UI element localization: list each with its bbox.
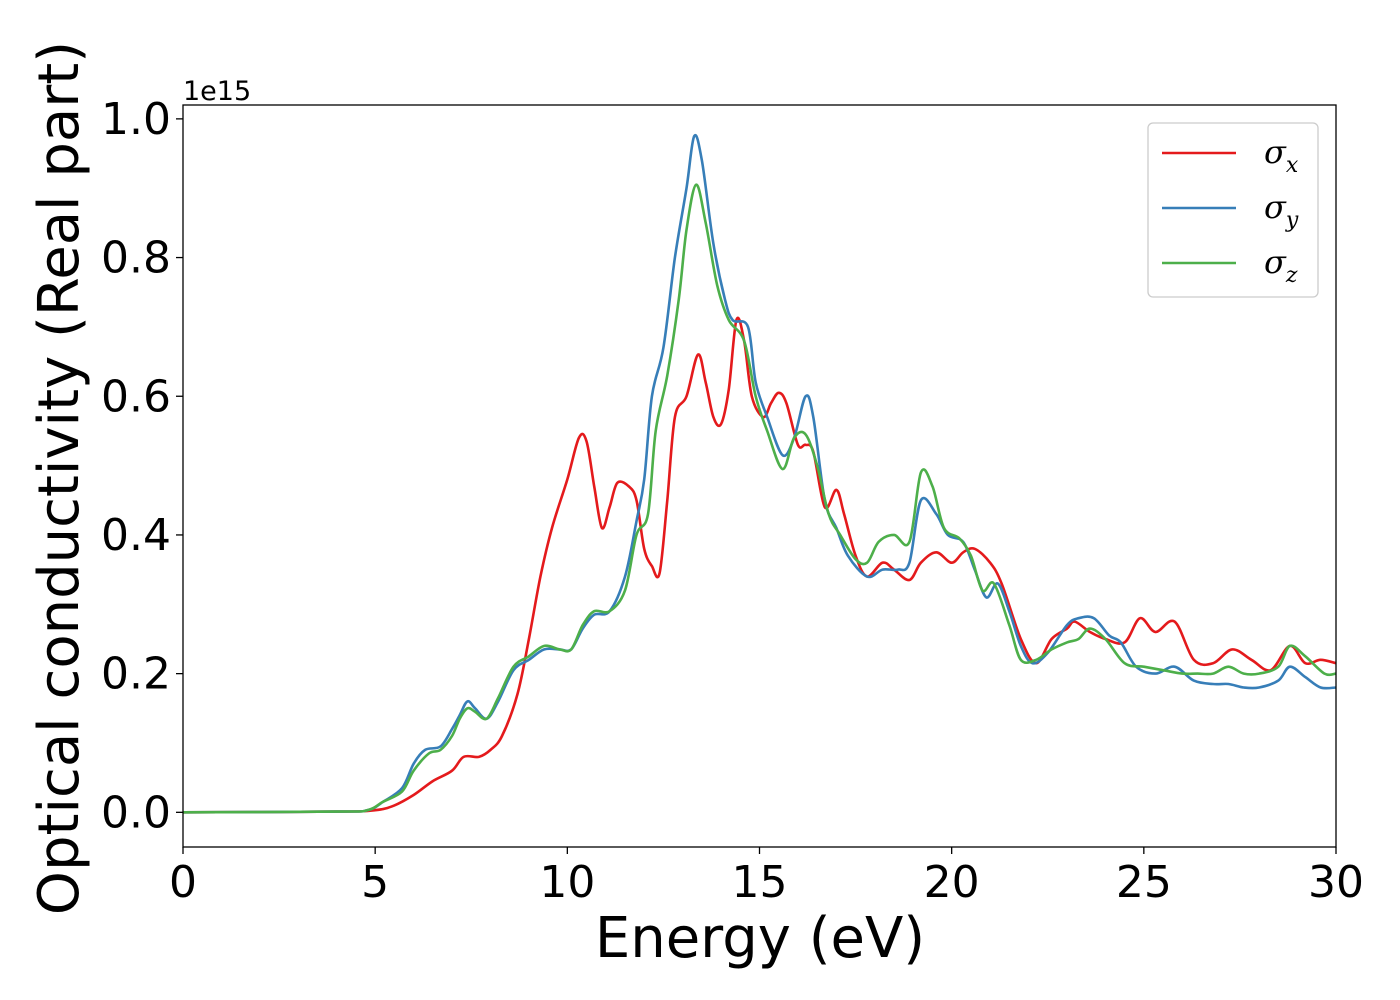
axes: 0 5 10 15 20 25 30 0.0 0.2 0.4 0.6 0.8 1.0	[101, 94, 1364, 908]
x-axis-label: Energy (eV)	[595, 906, 925, 971]
y-tick-label: 1.0	[101, 94, 171, 145]
y-tick-label: 0.2	[101, 649, 171, 700]
y-tick-label: 0.6	[101, 371, 171, 422]
y-tick-label: 0.4	[101, 510, 171, 561]
legend-box	[1147, 122, 1319, 298]
series-line-x	[183, 316, 1336, 814]
series-line-z	[183, 183, 1336, 814]
x-tick-label: 25	[1116, 857, 1172, 908]
x-tick-label: 5	[361, 857, 389, 908]
x-tick-label: 10	[539, 857, 595, 908]
y-axis-offset-label: 1e15	[183, 76, 251, 107]
plot-area	[183, 133, 1336, 814]
x-tick-label: 15	[732, 857, 788, 908]
y-tick-label: 0.0	[101, 787, 171, 838]
x-tick-label: 20	[924, 857, 980, 908]
x-tick-label: 0	[169, 857, 197, 908]
legend-entry-x: σx	[1264, 133, 1299, 178]
legend: σx σy σz	[1147, 122, 1319, 298]
y-axis-label: Optical conductivity (Real part)	[27, 41, 92, 915]
legend-entry-y: σy	[1264, 188, 1299, 233]
legend-entry-z: σz	[1264, 243, 1298, 288]
x-tick-label: 30	[1308, 857, 1364, 908]
y-tick-label: 0.8	[101, 233, 171, 284]
